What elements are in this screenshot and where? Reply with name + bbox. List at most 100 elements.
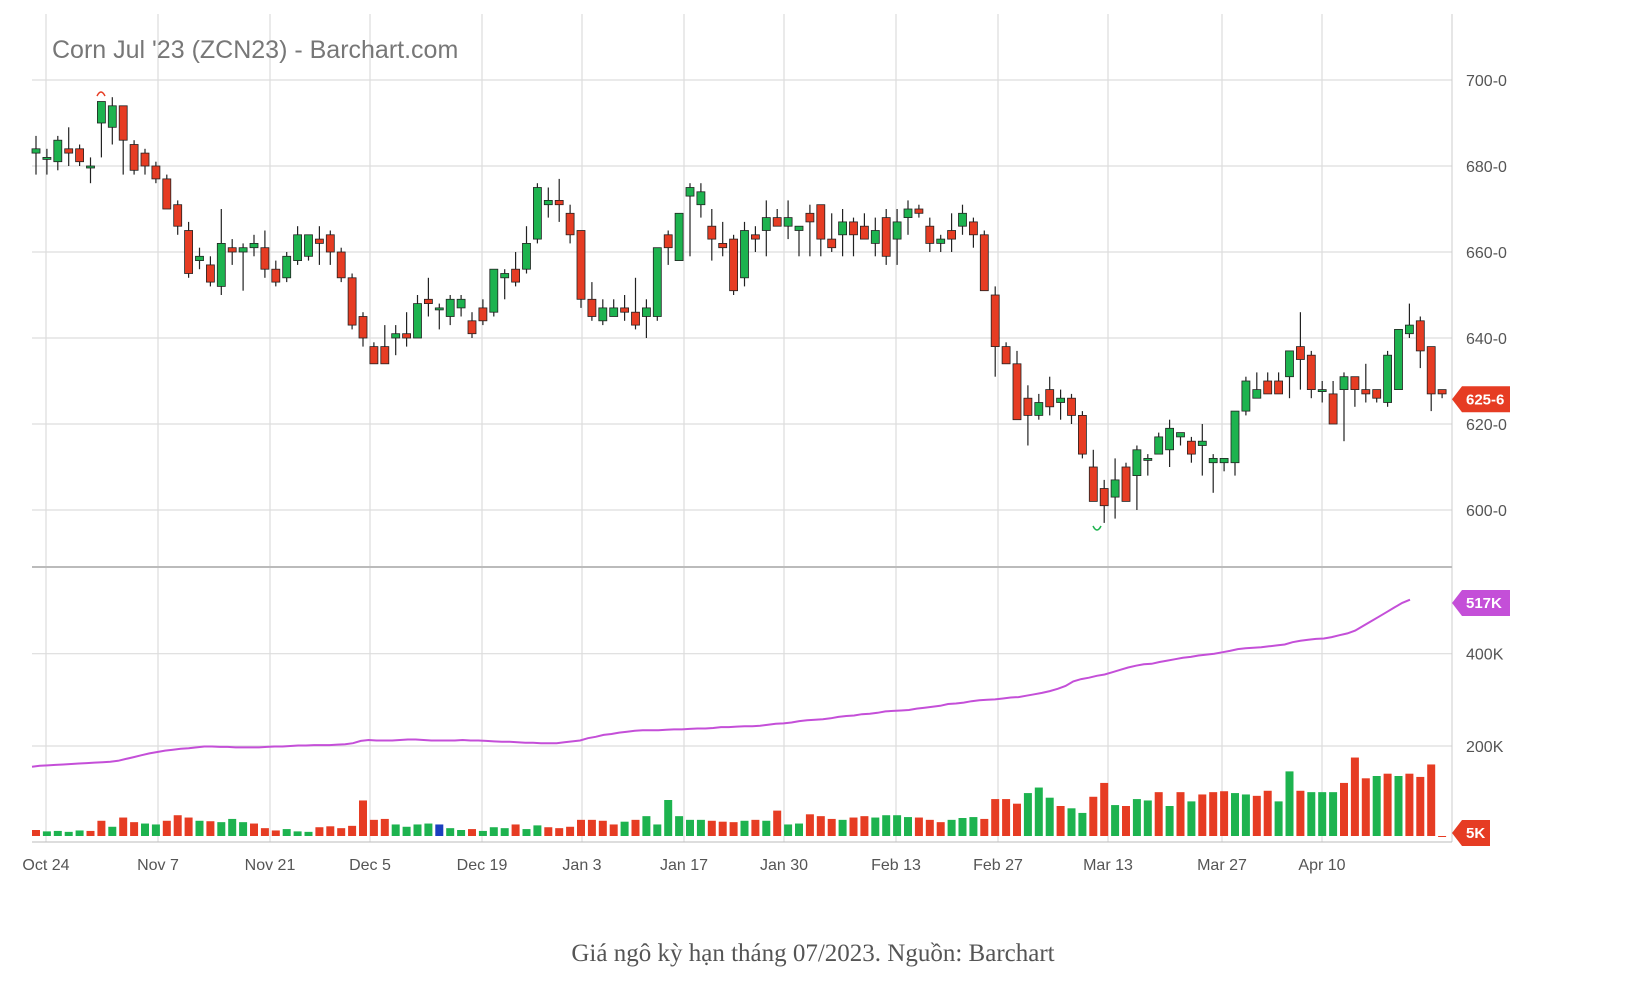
- volume-bar: [1361, 778, 1370, 836]
- candle-body: [827, 238, 837, 249]
- candle-body: [533, 187, 542, 240]
- x-tick-label: Jan 30: [760, 857, 808, 874]
- volume-bar: [1045, 797, 1054, 836]
- volume-bar: [53, 830, 62, 836]
- volume-bar: [1241, 794, 1250, 836]
- candle-body: [249, 242, 259, 249]
- candle-body: [1306, 354, 1316, 391]
- candle-body: [652, 247, 662, 317]
- volume-bar: [1187, 801, 1196, 836]
- volume-bar: [904, 817, 912, 836]
- volume-bar: [195, 820, 204, 836]
- volume-bar: [860, 816, 869, 836]
- candle-body: [304, 234, 313, 257]
- volume-bar: [1209, 792, 1218, 836]
- volume-bar: [228, 818, 237, 836]
- volume-bar: [184, 817, 193, 836]
- volume-bar: [380, 818, 389, 836]
- candle-body: [1067, 397, 1076, 416]
- candle-body: [358, 316, 368, 339]
- candle-body: [118, 105, 128, 141]
- x-tick-label: Mar 13: [1083, 857, 1133, 874]
- candle-body: [1023, 397, 1033, 416]
- candle-body: [1426, 346, 1436, 395]
- candle-body: [391, 333, 401, 339]
- volume-bar: [991, 799, 1000, 836]
- volume-bar: [587, 819, 596, 836]
- candle-body: [718, 242, 728, 249]
- candle-body: [31, 148, 41, 154]
- candle-body: [772, 217, 782, 227]
- volume-bar: [457, 830, 466, 836]
- volume-bar: [1111, 805, 1120, 836]
- volume-bar: [555, 828, 564, 836]
- candle-body: [162, 178, 172, 210]
- volume-bar: [359, 800, 367, 836]
- candle-body: [1197, 440, 1207, 446]
- price-tick-label: 700-0: [1466, 73, 1507, 90]
- volume-bar: [511, 824, 520, 836]
- volume-bar: [1263, 790, 1272, 836]
- volume-bar: [1231, 793, 1239, 836]
- volume-bar: [1154, 792, 1163, 836]
- volume-bar: [696, 819, 705, 836]
- volume-bar: [1165, 806, 1174, 836]
- candle-body: [53, 139, 63, 163]
- candle-body: [860, 225, 869, 240]
- candle-body: [151, 165, 161, 180]
- volume-bar: [1023, 793, 1032, 836]
- figure-caption: Giá ngô kỳ hạn tháng 07/2023. Nguồn: Bar…: [571, 940, 1055, 967]
- volume-bar: [577, 819, 585, 836]
- candle-body: [238, 247, 248, 253]
- candle-body: [1415, 320, 1425, 352]
- candle-body: [1241, 380, 1251, 412]
- volume-bar: [849, 817, 858, 836]
- candle-body: [805, 212, 815, 223]
- volume-bar: [598, 820, 607, 836]
- volume-bar: [827, 818, 836, 836]
- volume-bar: [173, 815, 182, 836]
- candle-body: [1350, 376, 1360, 391]
- volume-bar: [686, 819, 694, 836]
- volume-bar: [206, 821, 215, 836]
- volume-bar: [86, 830, 95, 836]
- volume-bar: [1176, 792, 1185, 836]
- volume-bar: [1002, 799, 1011, 836]
- candle-body: [314, 238, 324, 244]
- open-interest-polyline: [31, 598, 1411, 768]
- volume-bar: [119, 817, 128, 836]
- candle-body: [216, 242, 226, 287]
- candle-body: [816, 204, 826, 240]
- volume-bar: [1056, 806, 1065, 836]
- volume-bar: [805, 814, 814, 836]
- volume-bar: [478, 830, 487, 836]
- candle-body: [543, 199, 553, 206]
- volume-bar: [609, 824, 618, 836]
- volume-bar: [1318, 792, 1327, 836]
- volume-bar: [1383, 773, 1392, 836]
- candle-body: [1056, 397, 1065, 403]
- candle-body: [413, 303, 422, 339]
- volume-bar: [631, 819, 640, 836]
- candle-body: [870, 230, 880, 244]
- volume-bar: [162, 820, 171, 836]
- candle-body: [609, 307, 619, 317]
- volume-bar: [925, 819, 934, 836]
- volume-bar: [795, 823, 803, 836]
- volume-bar: [1013, 803, 1021, 836]
- candle-body: [1176, 432, 1185, 438]
- volume-bar: [108, 826, 117, 836]
- candle-body: [271, 268, 281, 283]
- price-tick-label: 680-0: [1466, 159, 1507, 176]
- volume-bar: [871, 817, 880, 836]
- candle-body: [1285, 350, 1294, 378]
- volume-bar: [1034, 787, 1043, 836]
- volume-bar: [664, 800, 673, 836]
- volume-tick-label: 400K: [1466, 647, 1504, 664]
- candle-body: [445, 298, 455, 317]
- volume-bar: [751, 819, 760, 836]
- candle-body: [129, 144, 139, 171]
- open-interest-tag: 517K: [1452, 590, 1510, 616]
- volume-bar: [893, 815, 902, 836]
- candle-body: [1405, 324, 1414, 335]
